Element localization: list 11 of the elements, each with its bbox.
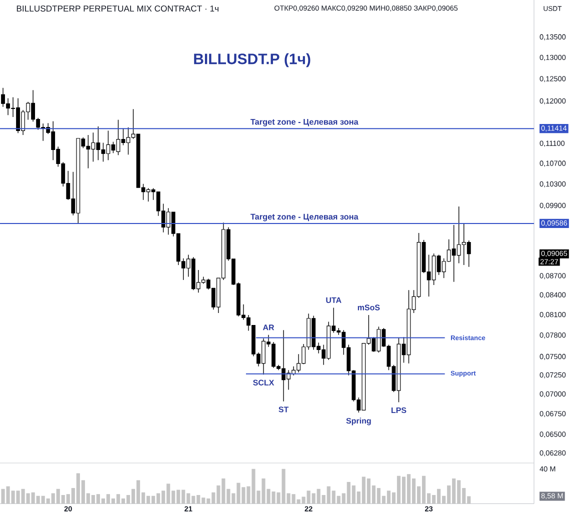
- annotation: UTA: [326, 297, 342, 303]
- annotation: Spring: [346, 418, 371, 426]
- text: BILLUSDT.P (1ч): [194, 53, 310, 68]
- ref-line-label: Target zone - Целевая зона: [250, 214, 358, 222]
- text: BILLUSDTPERP PERPETUAL MIX CONTRACT · 1ч: [16, 5, 218, 12]
- annotation: AR: [262, 324, 274, 330]
- annotation: SCLX: [253, 380, 274, 386]
- ref-line-label: Target zone - Целевая зона: [250, 118, 358, 126]
- annotation: LPS: [392, 407, 406, 414]
- annotation: mSoS: [358, 304, 380, 310]
- annotation: ST: [278, 406, 289, 412]
